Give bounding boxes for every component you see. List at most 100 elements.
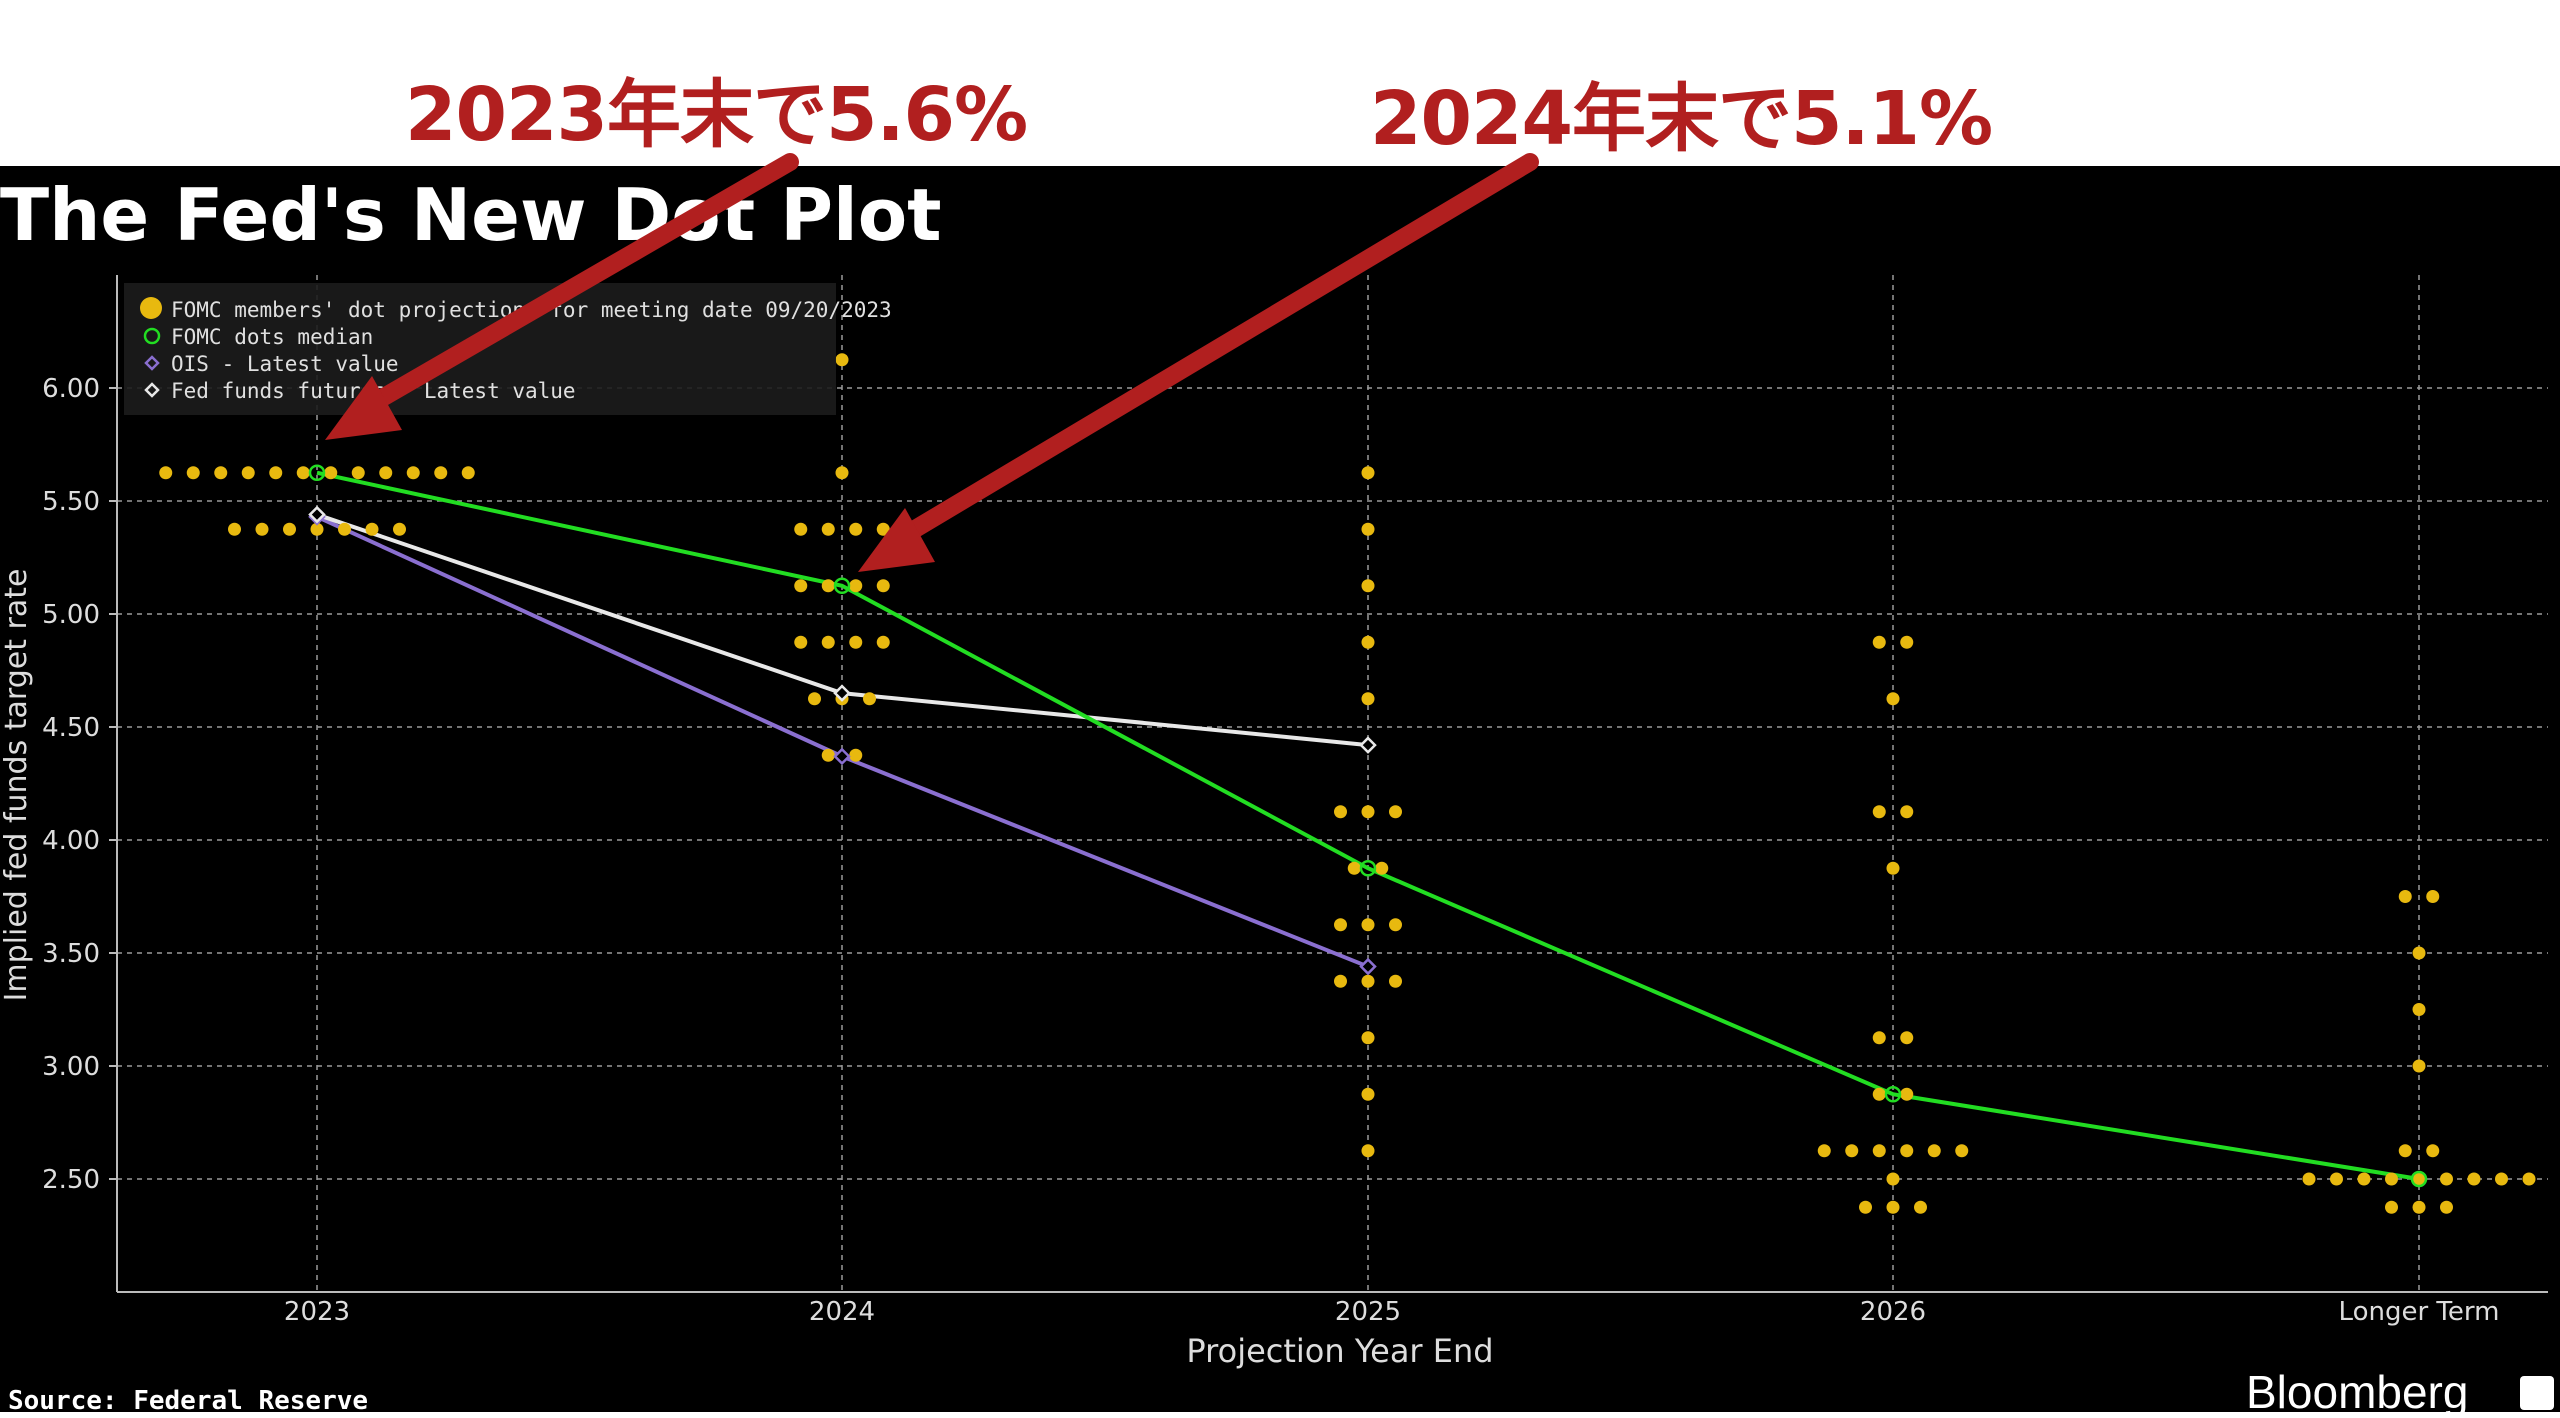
fomc-dot [1817, 1144, 1831, 1158]
fomc-dot [1361, 1087, 1375, 1101]
y-tick-label: 3.00 [42, 1052, 100, 1082]
fomc-dot [1914, 1200, 1927, 1214]
callout-2023: 2023年末で5.6% [405, 72, 1028, 158]
fomc-dot [835, 466, 849, 480]
series-marker-median [1359, 860, 1377, 877]
fomc-dot [379, 466, 393, 480]
y-tick-label: 4.00 [42, 826, 100, 856]
x-tick-label: Longer Term [2339, 1297, 2500, 1327]
callout-2024: 2024年末で5.1% [1370, 76, 1993, 162]
fomc-dot [393, 522, 406, 536]
fomc-dot [1361, 522, 1375, 536]
fomc-dot [1334, 974, 1347, 988]
arrow-2024-shaft [896, 153, 1539, 544]
fomc-dot [876, 635, 890, 649]
fomc-dot [849, 522, 863, 536]
y-tick-label: 2.50 [42, 1165, 100, 1195]
y-axis-label: Implied fed funds target rate [0, 569, 34, 1002]
fomc-dot [351, 466, 365, 480]
fomc-dot [1872, 1031, 1886, 1045]
fomc-dot [338, 522, 351, 536]
x-tick-label: 2023 [284, 1297, 350, 1327]
series-marker-median [833, 577, 851, 594]
fomc-dot [821, 579, 835, 593]
fomc-dot [1361, 1144, 1375, 1158]
y-tick-label: 6.00 [42, 374, 100, 404]
tick-labels: 2023 2024 2025 2026 Longer Term 2.50 3.00 3.50 4… [42, 374, 2499, 1327]
fomc-dot [296, 466, 310, 480]
fomc-dot [835, 353, 849, 367]
fomc-dot [2385, 1200, 2398, 1214]
fomc-dot [1361, 1031, 1375, 1045]
fomc-dot [434, 466, 448, 480]
fomc-dot [1361, 974, 1375, 988]
fomc-dot [255, 522, 269, 536]
fomc-dot [1886, 1172, 1900, 1186]
fomc-dot [821, 522, 835, 536]
arrow-2023-shaft [361, 153, 799, 414]
fomc-dot [1872, 1087, 1886, 1101]
fomc-dot [2412, 1200, 2426, 1214]
fomc-dot [2302, 1172, 2316, 1186]
fomc-dot [1955, 1144, 1969, 1158]
fomc-dot [1361, 692, 1375, 706]
legend-ois-icon [144, 355, 160, 371]
series-marker-median [1884, 1086, 1902, 1103]
fomc-dot [794, 635, 808, 649]
fomc-dot [1361, 579, 1375, 593]
fomc-dot [1872, 635, 1886, 649]
fomc-dot [1361, 635, 1375, 649]
fomc-dot [214, 466, 228, 480]
fomc-dot [1375, 861, 1389, 875]
fomc-dot [1872, 1144, 1886, 1158]
fomc-dot [2495, 1172, 2508, 1186]
fomc-dot [794, 579, 808, 593]
x-tick-label: 2025 [1335, 1297, 1401, 1327]
fomc-dot [2330, 1172, 2343, 1186]
legend-item-ois: OIS - Latest value [171, 352, 399, 376]
x-tick-label: 2026 [1860, 1297, 1926, 1327]
fomc-dot [2398, 1144, 2412, 1158]
fomc-dot [365, 522, 379, 536]
bloomberg-logo: Bloomberg [2246, 1366, 2469, 1418]
series-marker-futures [1359, 736, 1377, 754]
fomc-dot [876, 522, 890, 536]
fomc-dot [1334, 805, 1347, 819]
fomc-dot [2522, 1172, 2536, 1186]
fomc-dot [1900, 805, 1914, 819]
fomc-dot [1361, 466, 1375, 480]
x-tick-label: 2024 [809, 1297, 875, 1327]
series-marker-ois [833, 747, 851, 766]
fomc-dot [1927, 1144, 1941, 1158]
fomc-dot [461, 466, 475, 480]
fomc-dot [2440, 1172, 2453, 1186]
fomc-dot [324, 466, 338, 480]
fomc-dot [2426, 890, 2440, 903]
fomc-dot [1347, 861, 1361, 875]
series-markers [308, 464, 2428, 1188]
fomc-dot [1389, 974, 1402, 988]
header-band [0, 0, 2560, 166]
fomc-dot [1872, 805, 1886, 819]
fomc-dot [186, 466, 200, 480]
fomc-dot [1886, 861, 1900, 875]
series-marker-median [2410, 1170, 2428, 1188]
fomc-dot [821, 748, 835, 762]
fomc-dot [283, 522, 296, 536]
fomc-dot [159, 466, 173, 480]
fomc-dots [159, 353, 2536, 1214]
fomc-dot [2412, 1172, 2426, 1186]
fomc-dot [2467, 1172, 2481, 1186]
fomc-dot [1845, 1144, 1859, 1158]
fomc-dot [241, 466, 255, 480]
fomc-dot [808, 692, 821, 706]
series-marker-futures [308, 505, 326, 524]
series-marker-median [308, 464, 326, 481]
fomc-dot [2426, 1144, 2440, 1158]
fomc-dot [794, 522, 808, 536]
fomc-dot [1361, 805, 1375, 819]
fomc-dot [1859, 1200, 1872, 1214]
y-tick-label: 5.00 [42, 600, 100, 630]
fomc-dot [406, 466, 420, 480]
